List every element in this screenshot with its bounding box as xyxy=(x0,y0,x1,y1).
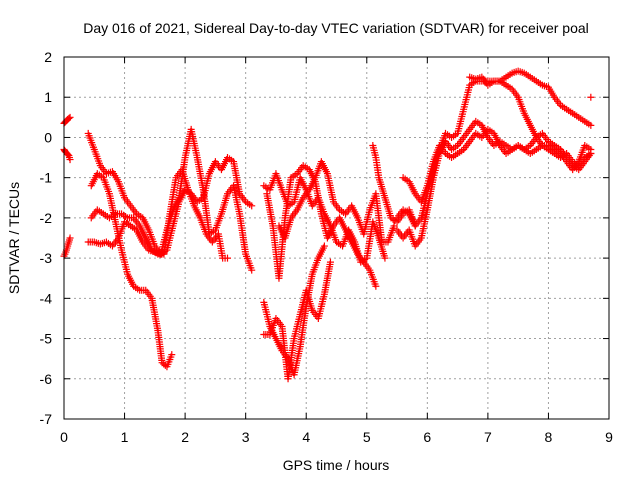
y-tick-label: -6 xyxy=(40,371,53,387)
x-axis-title: GPS time / hours xyxy=(283,457,390,473)
axis-ticks xyxy=(63,56,610,420)
x-tick-label: 7 xyxy=(484,429,492,445)
x-tick-label: 5 xyxy=(363,429,371,445)
data-point-s16 xyxy=(587,150,595,158)
y-tick-labels: 2 1 0 -1 -2 -3 -4 -5 -6 -7 xyxy=(40,49,53,427)
y-tick-label: -1 xyxy=(40,170,53,186)
data-point-s7 xyxy=(224,254,231,262)
plot-frame xyxy=(63,56,610,420)
data-point-s18 xyxy=(587,93,595,101)
y-tick-label: -2 xyxy=(40,210,53,226)
y-tick-label: -5 xyxy=(40,331,53,347)
y-tick-label: -3 xyxy=(40,250,53,266)
chart-title: Day 016 of 2021, Sidereal Day-to-day VTE… xyxy=(83,20,589,36)
x-tick-label: 8 xyxy=(545,429,553,445)
data-point-s3 xyxy=(66,234,74,242)
data-points xyxy=(60,67,595,383)
x-tick-label: 0 xyxy=(60,429,68,445)
y-tick-label: 0 xyxy=(44,129,52,145)
data-point-s1 xyxy=(64,151,72,159)
x-tick-label: 1 xyxy=(121,429,129,445)
x-tick-label: 6 xyxy=(423,429,431,445)
data-point-s17 xyxy=(411,222,419,230)
x-tick-label: 9 xyxy=(605,429,613,445)
y-tick-label: -7 xyxy=(40,411,53,427)
x-tick-label: 2 xyxy=(181,429,189,445)
data-point-s6 xyxy=(248,266,256,274)
data-point-s9 xyxy=(326,258,334,266)
data-point-s11 xyxy=(381,254,389,262)
data-point-s2 xyxy=(66,113,74,121)
data-point-s13 xyxy=(587,121,595,129)
data-point-s4 xyxy=(248,202,256,210)
data-point-s10 xyxy=(372,282,380,290)
data-point-s8 xyxy=(320,242,328,250)
data-point-s5 xyxy=(168,351,176,359)
x-tick-labels: 0 1 2 3 4 5 6 7 8 9 xyxy=(60,429,613,445)
x-tick-label: 3 xyxy=(242,429,250,445)
y-tick-label: 1 xyxy=(44,89,52,105)
data-point-s1 xyxy=(66,156,74,164)
x-tick-label: 4 xyxy=(302,429,310,445)
data-point-s2 xyxy=(65,114,73,122)
y-tick-label: -4 xyxy=(40,290,53,306)
y-axis-title: SDTVAR / TECUs xyxy=(6,182,22,294)
data-point-s12 xyxy=(390,222,398,230)
y-tick-label: 2 xyxy=(44,49,52,65)
